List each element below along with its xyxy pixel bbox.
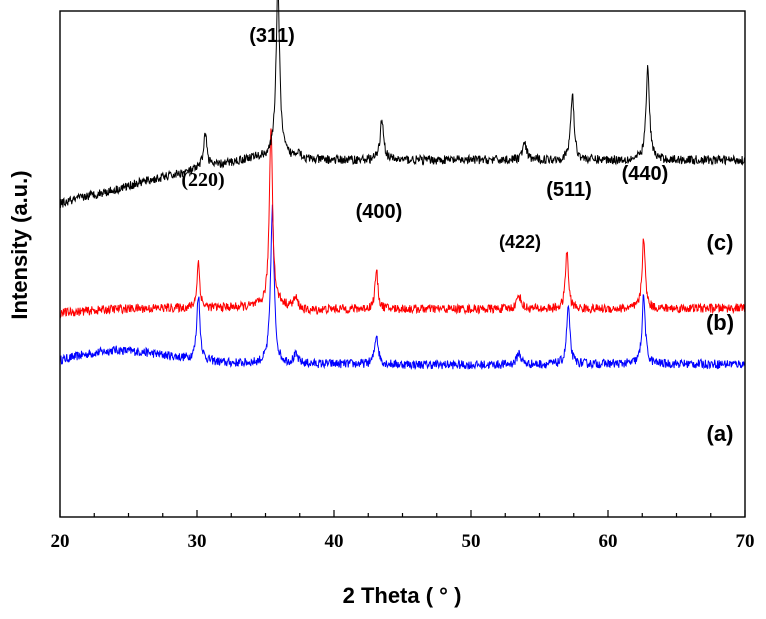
x-axis-ticks [59, 510, 746, 517]
x-axis-title: 2 Theta ( ° ) [343, 583, 462, 608]
series-line [59, 0, 746, 208]
series-label-b: (b) [706, 310, 734, 335]
y-axis-title: Intensity (a.u.) [7, 170, 32, 319]
series-line [59, 128, 746, 319]
peak-label-220: (220) [181, 169, 224, 191]
peak-label-440: (440) [622, 163, 669, 185]
x-tick-label: 40 [325, 531, 344, 552]
series-layer [59, 0, 746, 371]
peak-label-511: (511) [546, 179, 592, 201]
x-tick-label: 70 [736, 531, 755, 552]
peak-label-311: (311) [249, 25, 295, 47]
x-tick-label: 30 [188, 531, 207, 552]
series-label-a: (a) [707, 421, 734, 446]
series-label-c: (c) [707, 230, 734, 255]
x-tick-label: 50 [462, 531, 481, 552]
x-tick-label: 60 [599, 531, 618, 552]
peak-label-422: (422) [499, 232, 541, 252]
x-tick-label: 20 [51, 531, 70, 552]
peak-label-400: (400) [356, 201, 403, 223]
series-line [59, 204, 746, 371]
